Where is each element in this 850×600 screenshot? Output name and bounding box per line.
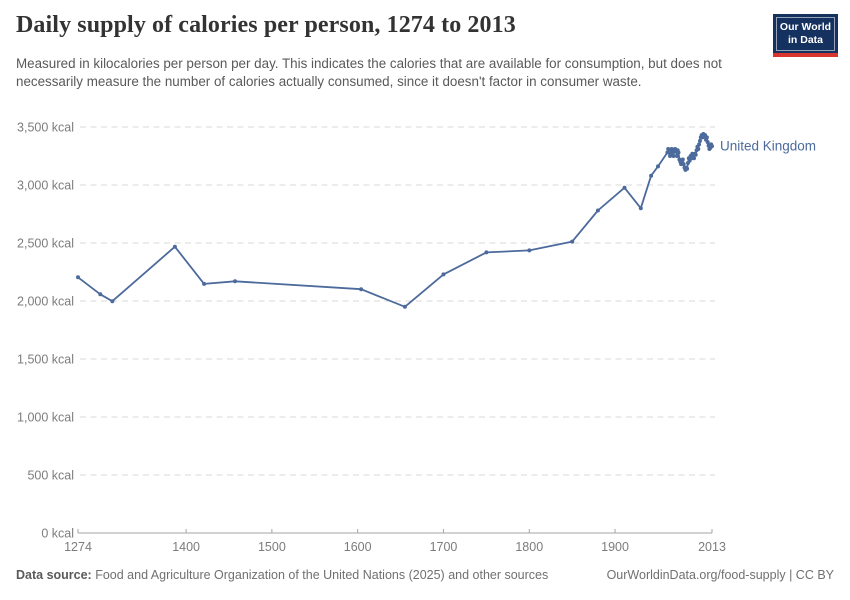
data-point xyxy=(681,162,686,167)
data-point xyxy=(705,140,710,145)
data-point xyxy=(696,147,701,151)
data-source-label: Data source: xyxy=(16,568,92,582)
owid-logo-line1: Our World xyxy=(779,20,832,33)
data-point xyxy=(98,292,103,297)
data-point xyxy=(441,272,446,277)
y-axis-tick-label: 3,000 kcal xyxy=(17,178,74,192)
data-point xyxy=(692,156,696,161)
chart-footer: Data source: Food and Agriculture Organi… xyxy=(16,568,834,582)
x-axis-tick-label: 2013 xyxy=(698,540,726,554)
data-point xyxy=(693,152,698,157)
y-axis-tick-label: 0 kcal xyxy=(41,526,74,540)
data-point xyxy=(638,206,643,211)
x-axis-tick-label: 1600 xyxy=(344,540,372,554)
data-point xyxy=(680,157,685,162)
y-axis-tick-label: 2,000 kcal xyxy=(17,294,74,308)
data-line-0 xyxy=(77,133,713,308)
data-point xyxy=(656,164,660,169)
y-axis-tick-label: 3,500 kcal xyxy=(17,120,74,134)
series-entity-label: United Kingdom xyxy=(720,139,816,154)
x-axis-tick-label: 1500 xyxy=(258,540,286,554)
y-axis-tick-label: 500 kcal xyxy=(27,468,74,482)
data-point xyxy=(669,147,674,151)
data-point xyxy=(710,144,714,149)
owid-logo[interactable]: Our World in Data xyxy=(773,14,838,57)
data-point xyxy=(233,279,237,284)
data-source-note: Data source: Food and Agriculture Organi… xyxy=(16,568,548,582)
owid-url-link[interactable]: OurWorldinData.org/food-supply | CC BY xyxy=(606,568,834,582)
owid-logo-accent-stripe xyxy=(773,53,838,57)
data-point xyxy=(484,250,489,255)
data-point xyxy=(622,185,627,190)
y-axis-tick-label: 1,000 kcal xyxy=(17,410,74,424)
data-point xyxy=(676,150,681,155)
data-point xyxy=(595,208,600,213)
data-point xyxy=(671,154,676,158)
data-point xyxy=(674,154,679,158)
data-point xyxy=(698,138,702,143)
data-point xyxy=(527,248,532,253)
owid-logo-line2: in Data xyxy=(787,34,823,46)
page-title: Daily supply of calories per person, 127… xyxy=(16,12,516,38)
data-point xyxy=(685,166,690,171)
data-point xyxy=(649,173,654,178)
data-point xyxy=(704,135,709,140)
x-axis-tick-label: 1700 xyxy=(430,540,458,554)
x-axis-tick-label: 1900 xyxy=(601,540,629,554)
data-point xyxy=(697,142,702,147)
data-point xyxy=(359,287,364,292)
data-point xyxy=(110,299,115,304)
data-point xyxy=(402,304,407,309)
data-point xyxy=(76,275,80,280)
data-point xyxy=(172,244,177,249)
owid-logo-text: Our World in Data xyxy=(776,17,835,51)
chart-subtitle: Measured in kilocalories per person per … xyxy=(16,56,722,89)
y-axis-tick-label: 1,500 kcal xyxy=(17,352,74,366)
y-axis-tick-label: 2,500 kcal xyxy=(17,236,74,250)
data-point xyxy=(202,281,207,286)
x-axis-tick-label: 1400 xyxy=(172,540,200,554)
x-axis-tick-label: 1800 xyxy=(515,540,543,554)
data-source-text: Food and Agriculture Organization of the… xyxy=(91,568,549,582)
data-point xyxy=(570,239,575,244)
x-axis-tick-label: 1274 xyxy=(64,540,92,554)
